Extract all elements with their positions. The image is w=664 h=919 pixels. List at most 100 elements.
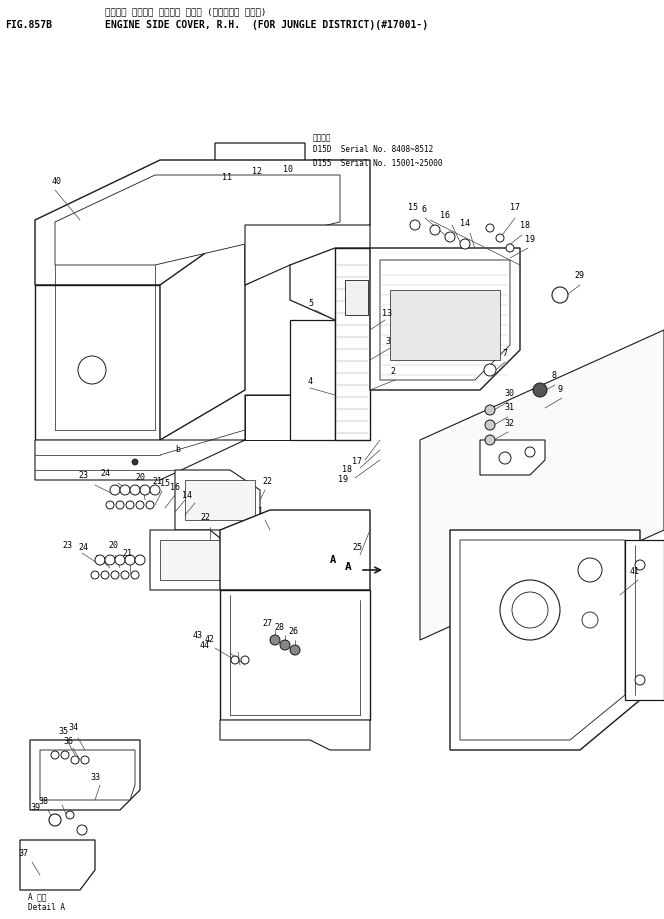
Polygon shape (220, 720, 370, 750)
Polygon shape (290, 248, 370, 320)
Polygon shape (35, 160, 370, 285)
Text: 10: 10 (283, 165, 293, 175)
Polygon shape (175, 470, 260, 530)
Circle shape (430, 225, 440, 235)
Text: 38: 38 (38, 797, 48, 805)
Text: 29: 29 (574, 270, 584, 279)
Circle shape (135, 555, 145, 565)
Text: 31: 31 (504, 403, 514, 413)
Circle shape (95, 555, 105, 565)
Text: 1: 1 (258, 507, 263, 516)
Circle shape (460, 239, 470, 249)
Polygon shape (220, 590, 370, 720)
Polygon shape (290, 320, 335, 440)
Polygon shape (450, 530, 640, 750)
Text: 33: 33 (90, 774, 100, 782)
Text: 21: 21 (122, 549, 132, 558)
Circle shape (486, 224, 494, 232)
Text: 23: 23 (78, 471, 88, 481)
Polygon shape (480, 440, 545, 475)
Text: 17: 17 (352, 458, 362, 467)
Polygon shape (245, 225, 370, 285)
Circle shape (91, 571, 99, 579)
Circle shape (78, 356, 106, 384)
Text: 44: 44 (200, 641, 210, 650)
Circle shape (126, 501, 134, 509)
Polygon shape (35, 285, 160, 440)
Circle shape (485, 420, 495, 430)
Polygon shape (625, 540, 664, 700)
Circle shape (146, 501, 154, 509)
Text: 27: 27 (262, 618, 272, 628)
Text: 3: 3 (385, 337, 390, 346)
Circle shape (410, 220, 420, 230)
Polygon shape (160, 540, 228, 580)
Text: 8: 8 (551, 371, 556, 380)
Text: 15: 15 (160, 479, 170, 487)
Circle shape (635, 560, 645, 570)
Text: 43: 43 (193, 631, 203, 641)
Circle shape (77, 825, 87, 835)
Text: 19: 19 (338, 475, 348, 484)
Circle shape (115, 555, 125, 565)
Polygon shape (420, 330, 664, 640)
Text: 18: 18 (520, 221, 530, 231)
Text: 2: 2 (390, 368, 395, 377)
Circle shape (61, 751, 69, 759)
Polygon shape (35, 395, 370, 480)
Text: 13: 13 (382, 309, 392, 317)
Polygon shape (370, 248, 520, 390)
Circle shape (231, 656, 239, 664)
Circle shape (106, 501, 114, 509)
Circle shape (136, 501, 144, 509)
Text: 適用番号: 適用番号 (313, 133, 331, 142)
Text: 19: 19 (525, 235, 535, 244)
Text: 16: 16 (170, 482, 180, 492)
Text: 34: 34 (68, 723, 78, 732)
Text: ENGINE SIDE COVER, R.H.  (FOR JUNGLE DISTRICT)(#17001-): ENGINE SIDE COVER, R.H. (FOR JUNGLE DIST… (105, 20, 428, 30)
Circle shape (485, 405, 495, 415)
Text: 24: 24 (78, 543, 88, 552)
Text: 18: 18 (342, 466, 352, 474)
Text: b: b (175, 446, 180, 455)
Text: 4: 4 (308, 378, 313, 387)
Text: FIG.857B: FIG.857B (5, 20, 52, 30)
Text: 24: 24 (100, 470, 110, 479)
Text: 42: 42 (205, 636, 215, 644)
Circle shape (552, 287, 568, 303)
Text: 11: 11 (222, 174, 232, 183)
Text: 20: 20 (108, 541, 118, 550)
Text: 41: 41 (630, 568, 640, 576)
Circle shape (270, 635, 280, 645)
Text: 25: 25 (352, 543, 362, 552)
Circle shape (131, 571, 139, 579)
Bar (390, 290, 500, 360)
Circle shape (280, 640, 290, 650)
Text: Detail A: Detail A (28, 903, 65, 913)
Circle shape (121, 571, 129, 579)
Circle shape (496, 234, 504, 242)
Polygon shape (55, 175, 340, 265)
Text: 6: 6 (422, 206, 427, 214)
Circle shape (51, 751, 59, 759)
Text: 40: 40 (52, 177, 62, 187)
Circle shape (150, 485, 160, 495)
Circle shape (241, 656, 249, 664)
Text: 7: 7 (502, 349, 507, 358)
Circle shape (132, 459, 138, 465)
Circle shape (484, 364, 496, 376)
Polygon shape (30, 740, 140, 810)
Polygon shape (380, 260, 510, 380)
Circle shape (120, 485, 130, 495)
Circle shape (105, 555, 115, 565)
Circle shape (485, 435, 495, 445)
Polygon shape (20, 840, 95, 890)
Circle shape (582, 612, 598, 628)
Polygon shape (215, 143, 305, 198)
Circle shape (110, 485, 120, 495)
Circle shape (71, 756, 79, 764)
Polygon shape (345, 280, 368, 315)
Text: 16: 16 (440, 211, 450, 221)
Polygon shape (335, 248, 370, 440)
Circle shape (578, 558, 602, 582)
